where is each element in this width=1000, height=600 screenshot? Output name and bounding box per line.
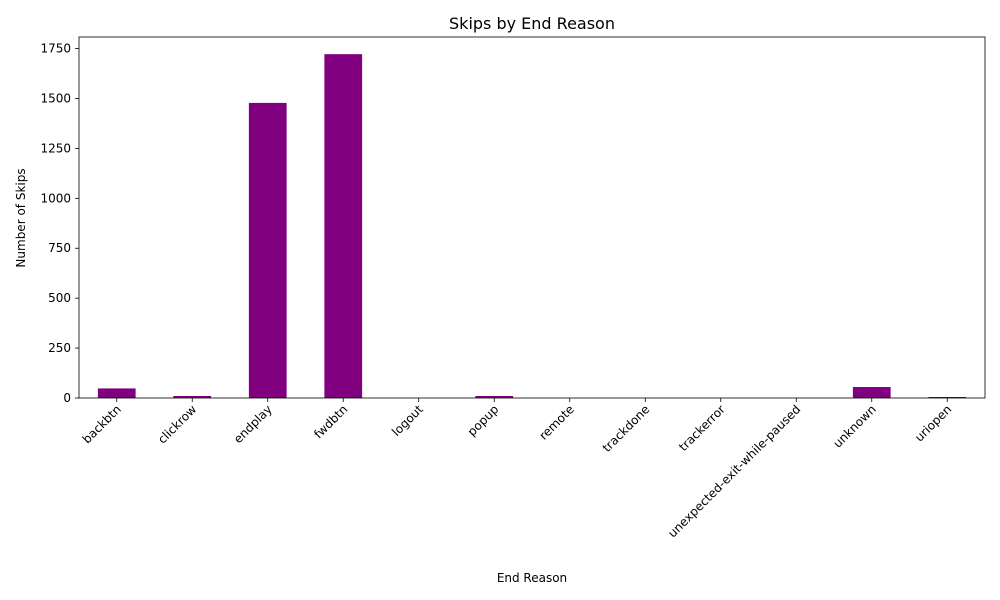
bars-group [97, 54, 967, 399]
y-tick-label: 750 [48, 241, 71, 255]
y-tick-label: 0 [63, 391, 71, 405]
y-axis-label: Number of Skips [14, 168, 28, 267]
bar-clickrow [173, 396, 212, 398]
plot-frame [78, 36, 986, 399]
bar-unknown [852, 387, 891, 398]
y-tick-label: 500 [48, 291, 71, 305]
bar-popup [475, 396, 514, 398]
y-tick-label: 1500 [40, 91, 71, 105]
y-tick-label: 1250 [40, 141, 71, 155]
bar-backbtn [97, 388, 136, 398]
y-tick-label: 250 [48, 341, 71, 355]
x-axis-label: End Reason [497, 571, 567, 585]
chart-title: Skips by End Reason [449, 14, 615, 33]
bar-fwdbtn [324, 54, 363, 399]
bar-endplay [248, 102, 287, 398]
y-ticks-group: 0 250 500 750 1000 1250 1500 1750 [40, 42, 79, 405]
bar-uriopen [928, 397, 967, 398]
y-tick-label: 1000 [40, 191, 71, 205]
y-tick-label: 1750 [40, 42, 71, 56]
